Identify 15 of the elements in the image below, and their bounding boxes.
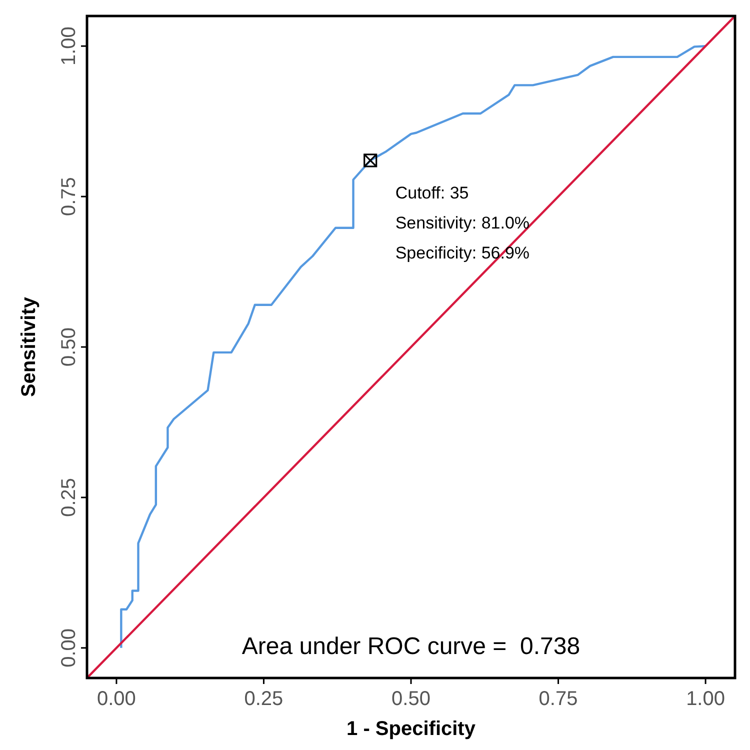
y-tick-label: 0.75 [58,177,80,216]
annotation: Cutoff: 35 [395,183,469,202]
annotation: Sensitivity: 81.0% [395,213,530,232]
y-tick-label: 1.00 [58,26,80,66]
x-tick-label: 0.50 [392,688,430,710]
x-tick-label: 1.00 [686,688,726,710]
y-tick-label: 0.00 [58,628,80,668]
x-tick-label: 0.00 [96,688,136,710]
x-axis-title: 1 - Specificity [346,718,476,740]
y-tick-label: 0.50 [58,328,80,366]
x-tick-label: 0.75 [538,688,578,710]
annotation: Area under ROC curve = 0.738 [242,633,580,660]
y-tick-label: 0.25 [58,478,80,517]
x-tick-label: 0.25 [244,688,284,710]
y-axis-title: Sensitivity [18,296,40,398]
